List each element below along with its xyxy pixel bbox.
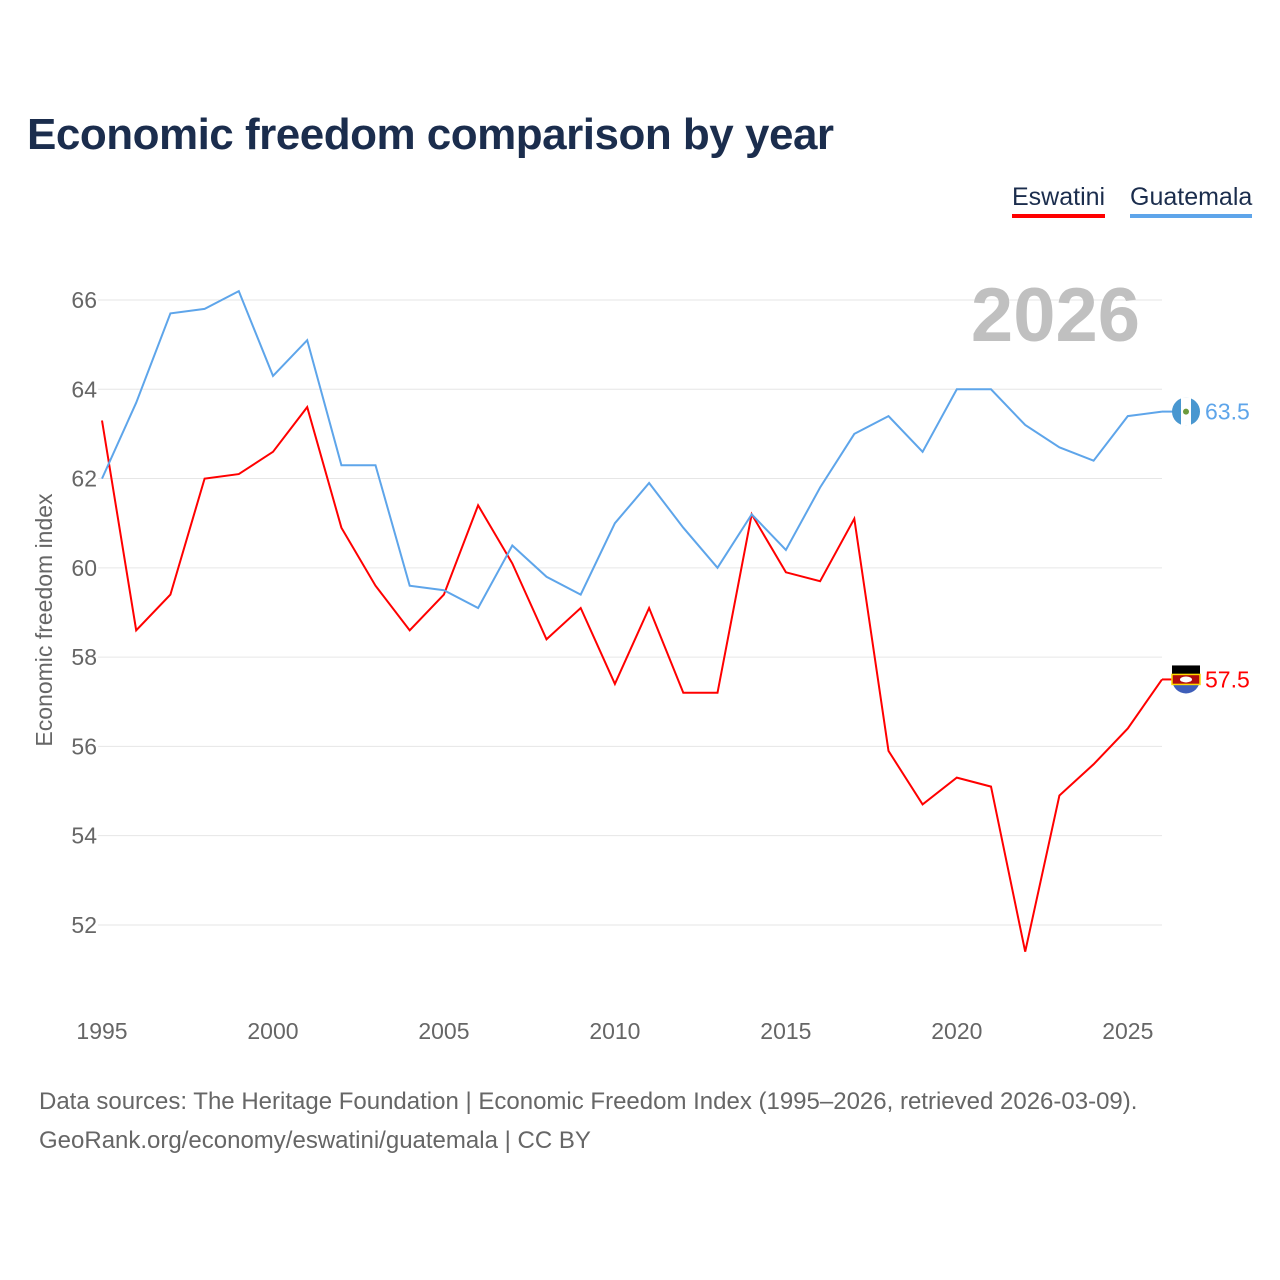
y-tick-label: 58 bbox=[71, 644, 97, 670]
chart-title: Economic freedom comparison by year bbox=[27, 110, 834, 159]
year-watermark: 2026 bbox=[971, 273, 1140, 358]
footer-credit: GeoRank.org/economy/eswatini/guatemala |… bbox=[39, 1127, 591, 1154]
series-line-guatemala[interactable] bbox=[101, 289, 1163, 610]
y-tick-label: 66 bbox=[71, 287, 97, 313]
y-tick-label: 60 bbox=[71, 555, 97, 581]
legend-item-guatemala[interactable]: Guatemala bbox=[1130, 183, 1253, 218]
footer-sources: Data sources: The Heritage Foundation | … bbox=[39, 1088, 1138, 1115]
x-tick-label: 2015 bbox=[760, 1018, 811, 1044]
flag-icon-eswatini bbox=[1171, 665, 1201, 694]
y-axis-label: Economic freedom index bbox=[31, 493, 57, 747]
x-tick-label: 2005 bbox=[418, 1018, 469, 1044]
x-tick-label: 2025 bbox=[1102, 1018, 1153, 1044]
end-value-label: 57.5 bbox=[1205, 666, 1250, 692]
y-tick-label: 56 bbox=[71, 733, 97, 759]
x-tick-label: 2020 bbox=[931, 1018, 982, 1044]
x-tick-label: 2000 bbox=[247, 1018, 298, 1044]
y-tick-label: 54 bbox=[71, 823, 97, 849]
y-tick-label: 62 bbox=[71, 466, 97, 492]
legend-item-eswatini[interactable]: Eswatini bbox=[1012, 183, 1106, 218]
x-tick-label: 2010 bbox=[589, 1018, 640, 1044]
y-tick-label: 64 bbox=[71, 376, 97, 402]
y-tick-label: 52 bbox=[71, 912, 97, 938]
series-line-eswatini[interactable] bbox=[101, 404, 1163, 952]
end-value-label: 63.5 bbox=[1205, 399, 1250, 425]
x-tick-label: 1995 bbox=[76, 1018, 127, 1044]
flag-icon-guatemala bbox=[1172, 397, 1200, 426]
